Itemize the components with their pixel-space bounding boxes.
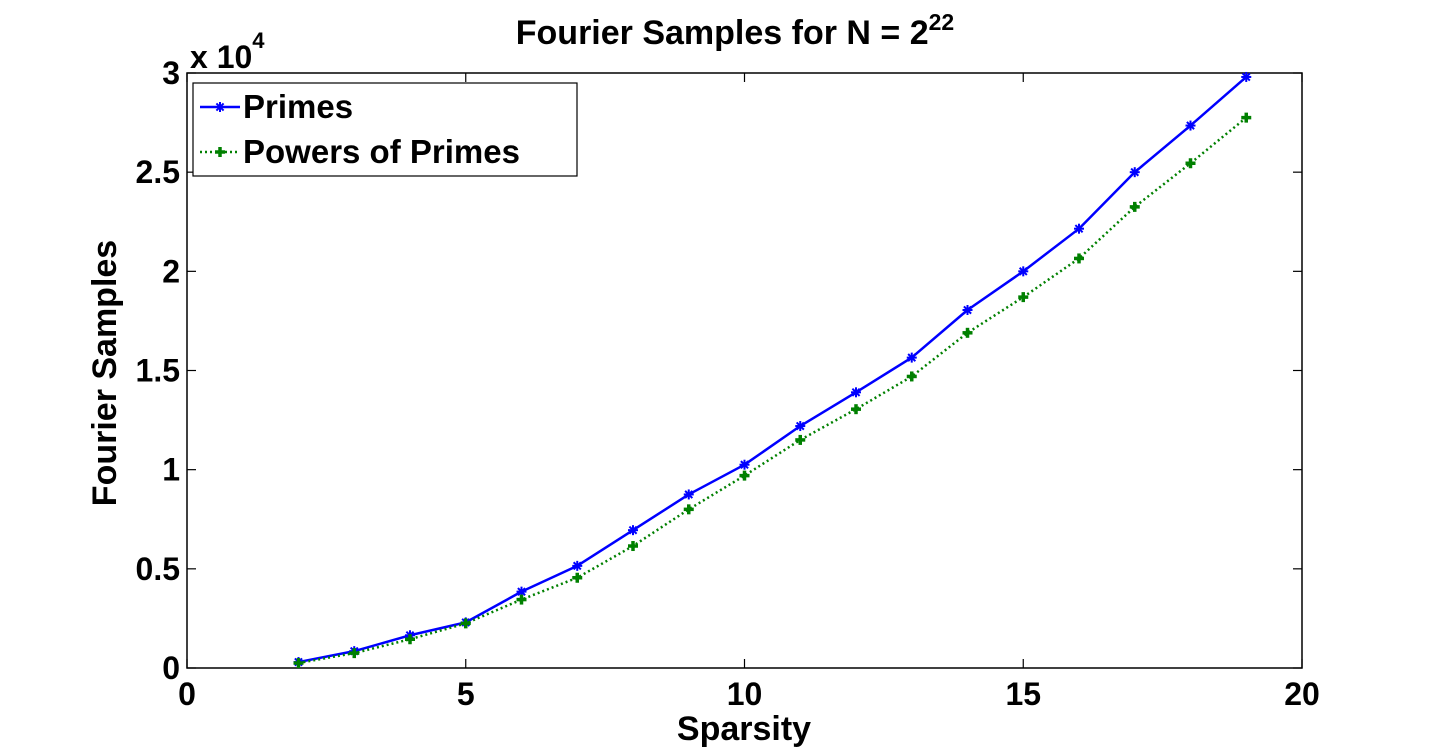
axes: 0 5 10 15 20 0 0.5 1 1.5 2 2.5 3 — [136, 55, 1320, 712]
y-tick-label: 2 — [162, 253, 180, 289]
series-layer — [293, 71, 1252, 669]
y-tick-label: 0 — [162, 650, 180, 686]
data-point-powers-of-primes — [628, 541, 638, 552]
data-point-powers-of-primes — [460, 618, 471, 629]
x-tick-label: 10 — [727, 676, 763, 712]
data-point-primes — [1074, 223, 1084, 234]
y-tick-label: 3 — [162, 55, 180, 91]
x-tick-label: 15 — [1005, 676, 1041, 712]
data-point-powers-of-primes — [1241, 112, 1252, 123]
y-tick-label: 0.5 — [136, 551, 180, 587]
legend-entry-powers-of-primes: Powers of Primes — [200, 133, 520, 170]
data-point-primes — [628, 525, 638, 536]
data-point-primes — [1018, 266, 1029, 277]
data-point-powers-of-primes — [349, 648, 360, 659]
data-point-primes — [906, 352, 917, 363]
series-line-powers-of-primes — [298, 116, 1248, 665]
data-point-primes — [739, 459, 750, 470]
legend-marker-primes — [215, 102, 225, 112]
data-point-powers-of-primes — [1074, 253, 1084, 264]
data-point-powers-of-primes — [851, 404, 861, 415]
data-point-powers-of-primes — [516, 594, 527, 605]
y-tick-label: 1 — [162, 452, 180, 488]
data-point-primes — [1185, 120, 1196, 131]
data-point-powers-of-primes — [739, 470, 750, 481]
data-point-powers-of-primes — [1018, 292, 1029, 303]
data-point-powers-of-primes — [795, 434, 806, 445]
data-point-primes — [962, 305, 973, 316]
legend: Primes Powers of Primes — [192, 82, 578, 177]
data-point-primes — [1129, 167, 1140, 178]
x-axis-label: Sparsity — [677, 710, 811, 748]
y-axis-multiplier-exponent: 4 — [252, 28, 265, 53]
data-point-powers-of-primes — [1185, 158, 1196, 169]
y-tick-label: 2.5 — [136, 154, 180, 190]
data-point-primes — [851, 387, 861, 398]
chart-title-exponent: 22 — [929, 9, 955, 35]
data-point-primes — [795, 421, 806, 432]
data-point-primes — [683, 489, 694, 500]
data-point-primes — [1241, 71, 1252, 82]
x-tick-label: 20 — [1284, 676, 1320, 712]
legend-entry-primes: Primes — [200, 88, 353, 125]
data-point-powers-of-primes — [1129, 201, 1140, 212]
data-point-powers-of-primes — [906, 371, 917, 382]
data-point-powers-of-primes — [683, 504, 694, 515]
data-point-powers-of-primes — [962, 327, 973, 338]
chart-title: Fourier Samples for N = 222 — [516, 9, 954, 52]
y-axis-label: Fourier Samples — [86, 240, 124, 506]
legend-label-powers-of-primes: Powers of Primes — [243, 133, 520, 170]
x-tick-label: 5 — [457, 676, 475, 712]
x-tick-label: 0 — [178, 676, 196, 712]
data-point-primes — [572, 560, 583, 571]
series-powers-of-primes — [293, 112, 1252, 669]
data-point-powers-of-primes — [405, 634, 415, 645]
y-tick-label: 1.5 — [136, 353, 180, 389]
legend-label-primes: Primes — [243, 88, 353, 125]
data-point-powers-of-primes — [572, 572, 583, 583]
legend-box — [192, 82, 578, 177]
y-axis-multiplier: x 104 — [190, 28, 265, 75]
data-point-powers-of-primes — [293, 658, 304, 669]
series-line-primes — [298, 76, 1248, 664]
legend-marker-powers-of-primes — [215, 147, 225, 157]
